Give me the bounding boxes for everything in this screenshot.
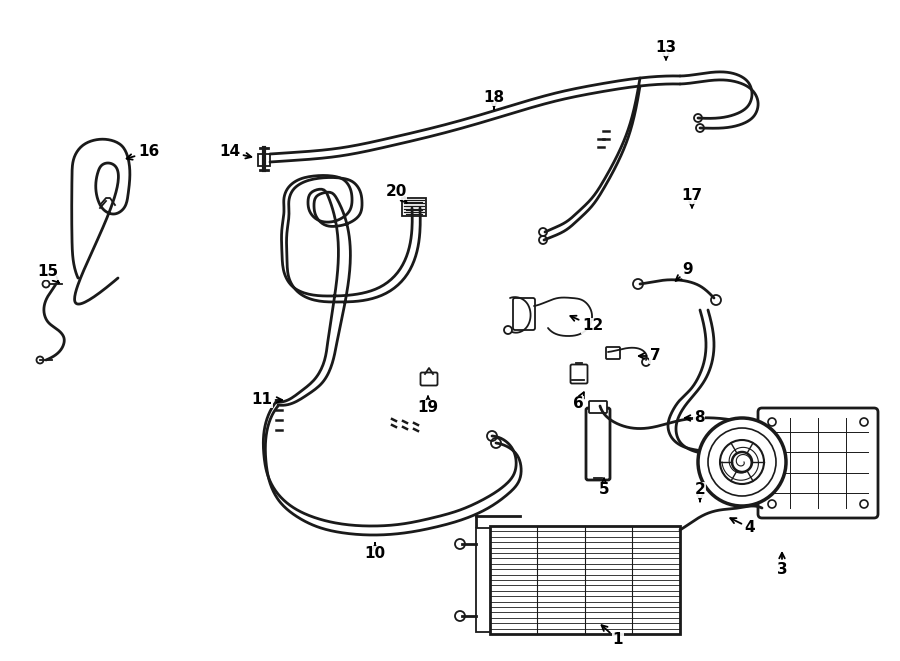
Bar bbox=[258, 154, 270, 166]
Text: 10: 10 bbox=[364, 543, 385, 561]
Text: 13: 13 bbox=[655, 40, 677, 59]
Text: 8: 8 bbox=[685, 410, 705, 426]
Text: 7: 7 bbox=[639, 348, 661, 364]
Circle shape bbox=[732, 452, 752, 472]
Text: 11: 11 bbox=[251, 393, 283, 407]
Text: 12: 12 bbox=[571, 316, 603, 334]
Text: 1: 1 bbox=[601, 625, 623, 648]
Text: 5: 5 bbox=[598, 479, 609, 498]
Text: 17: 17 bbox=[681, 188, 703, 208]
Text: 20: 20 bbox=[385, 184, 407, 203]
Text: 16: 16 bbox=[127, 145, 159, 160]
FancyBboxPatch shape bbox=[606, 347, 620, 359]
Text: 18: 18 bbox=[483, 91, 505, 109]
Circle shape bbox=[708, 428, 776, 496]
FancyBboxPatch shape bbox=[586, 408, 610, 480]
FancyBboxPatch shape bbox=[513, 298, 535, 330]
Text: 15: 15 bbox=[38, 264, 58, 283]
Circle shape bbox=[698, 418, 786, 506]
Text: 2: 2 bbox=[695, 483, 706, 501]
Bar bbox=[490, 526, 680, 634]
Text: 19: 19 bbox=[418, 397, 438, 416]
Text: 14: 14 bbox=[219, 145, 251, 159]
Bar bbox=[476, 528, 490, 632]
Text: 6: 6 bbox=[572, 392, 584, 412]
Text: 4: 4 bbox=[730, 518, 755, 535]
FancyBboxPatch shape bbox=[758, 408, 878, 518]
Circle shape bbox=[720, 440, 764, 484]
Bar bbox=[402, 198, 426, 216]
FancyBboxPatch shape bbox=[420, 373, 437, 385]
FancyBboxPatch shape bbox=[571, 364, 588, 383]
Text: 9: 9 bbox=[676, 262, 693, 281]
Text: 3: 3 bbox=[777, 553, 788, 578]
FancyBboxPatch shape bbox=[589, 401, 607, 413]
